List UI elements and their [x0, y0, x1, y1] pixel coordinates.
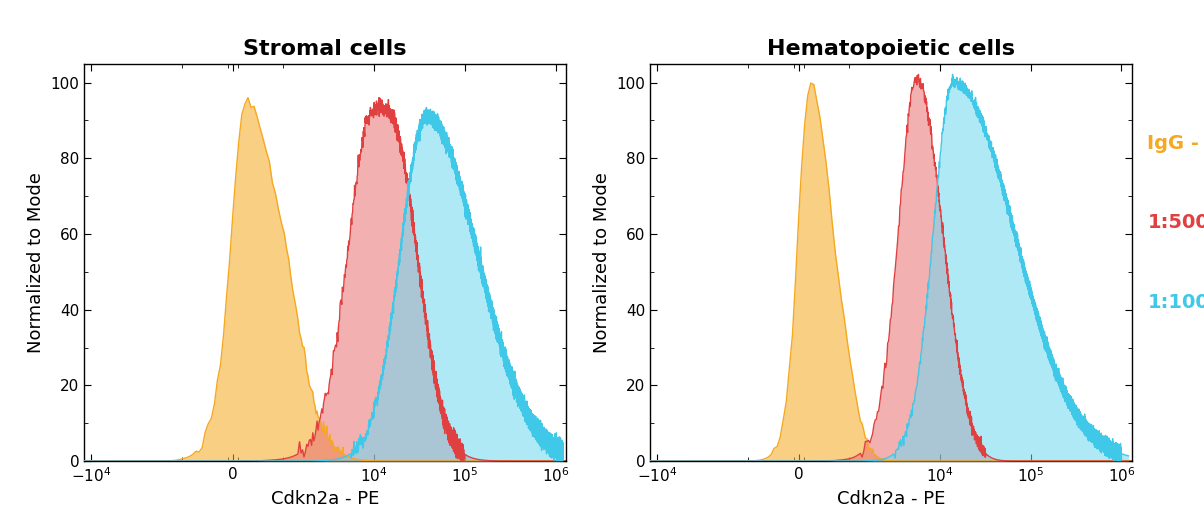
- Y-axis label: Normalized to Mode: Normalized to Mode: [592, 172, 610, 353]
- X-axis label: Cdkn2a - PE: Cdkn2a - PE: [837, 490, 945, 508]
- Y-axis label: Normalized to Mode: Normalized to Mode: [26, 172, 45, 353]
- Text: 1:100: 1:100: [1147, 293, 1204, 312]
- Title: Stromal cells: Stromal cells: [243, 39, 407, 59]
- Title: Hematopoietic cells: Hematopoietic cells: [767, 39, 1015, 59]
- Text: 1:500: 1:500: [1147, 213, 1204, 232]
- Text: IgG - PE: IgG - PE: [1147, 134, 1204, 153]
- X-axis label: Cdkn2a - PE: Cdkn2a - PE: [271, 490, 379, 508]
